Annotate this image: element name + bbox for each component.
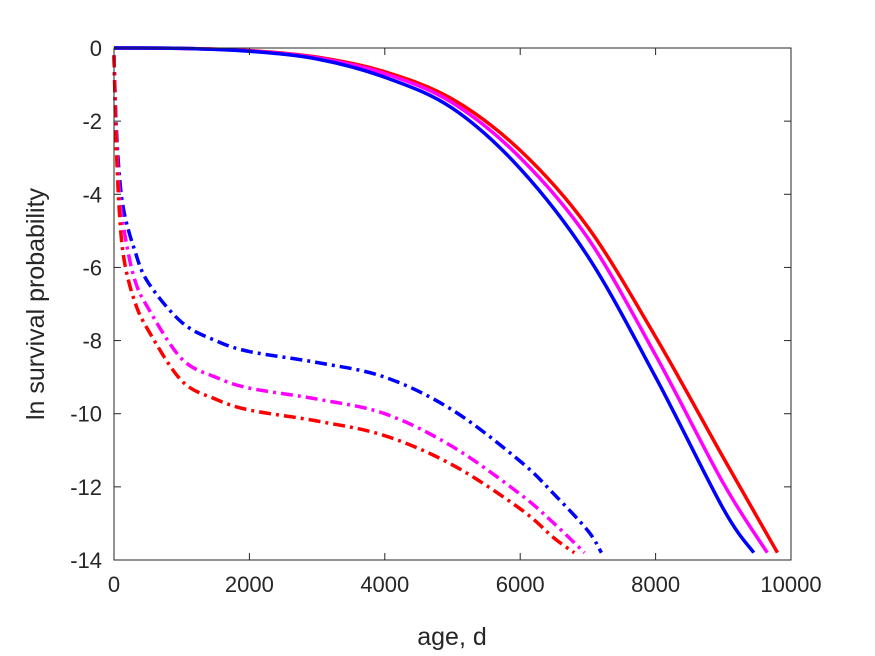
x-tick-label: 8000 xyxy=(631,572,680,597)
plot-area xyxy=(114,48,791,560)
y-tick-label: 0 xyxy=(90,36,102,61)
axes-box xyxy=(113,47,792,561)
series-line-6 xyxy=(112,55,576,555)
y-tick-label: -14 xyxy=(70,548,102,573)
y-axis-label: ln survival probability xyxy=(22,187,50,420)
y-tick-label: -2 xyxy=(82,109,102,134)
series-line-3 xyxy=(113,46,756,554)
x-tick-label: 4000 xyxy=(360,572,409,597)
series-layer xyxy=(112,46,779,555)
x-tick-label: 6000 xyxy=(496,572,545,597)
y-tick-label: -6 xyxy=(82,255,102,280)
y-tick-label: -4 xyxy=(82,182,102,207)
y-tick-label: -8 xyxy=(82,329,102,354)
y-tick-label: -10 xyxy=(70,402,102,427)
series-line-4 xyxy=(112,55,603,554)
ticks-layer: 0 2000 4000 6000 8000 10000 0 -2 -4 -6 -8 -10 -12 -14 xyxy=(70,36,821,597)
x-tick-label: 2000 xyxy=(225,572,274,597)
x-tick-label: 0 xyxy=(108,572,120,597)
x-axis-label: age, d xyxy=(417,623,487,651)
series-line-5 xyxy=(112,55,586,554)
y-tick-label: -12 xyxy=(70,475,102,500)
x-tick-label: 10000 xyxy=(760,572,821,597)
